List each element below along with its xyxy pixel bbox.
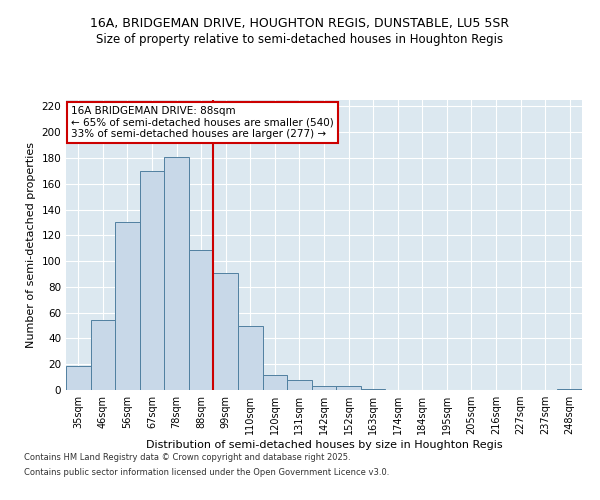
Text: 16A BRIDGEMAN DRIVE: 88sqm
← 65% of semi-detached houses are smaller (540)
33% o: 16A BRIDGEMAN DRIVE: 88sqm ← 65% of semi…: [71, 106, 334, 139]
Bar: [238, 326, 263, 390]
Bar: [336, 386, 361, 390]
Bar: [312, 386, 336, 390]
Bar: [66, 366, 91, 390]
Bar: [91, 320, 115, 390]
Bar: [164, 156, 189, 390]
Bar: [263, 374, 287, 390]
Text: Contains public sector information licensed under the Open Government Licence v3: Contains public sector information licen…: [24, 468, 389, 477]
Text: Size of property relative to semi-detached houses in Houghton Regis: Size of property relative to semi-detach…: [97, 32, 503, 46]
Bar: [361, 388, 385, 390]
Text: Contains HM Land Registry data © Crown copyright and database right 2025.: Contains HM Land Registry data © Crown c…: [24, 453, 350, 462]
Bar: [214, 272, 238, 390]
Bar: [115, 222, 140, 390]
Text: 16A, BRIDGEMAN DRIVE, HOUGHTON REGIS, DUNSTABLE, LU5 5SR: 16A, BRIDGEMAN DRIVE, HOUGHTON REGIS, DU…: [91, 18, 509, 30]
Y-axis label: Number of semi-detached properties: Number of semi-detached properties: [26, 142, 36, 348]
Bar: [140, 171, 164, 390]
X-axis label: Distribution of semi-detached houses by size in Houghton Regis: Distribution of semi-detached houses by …: [146, 440, 502, 450]
Bar: [189, 250, 214, 390]
Bar: [557, 388, 582, 390]
Bar: [287, 380, 312, 390]
